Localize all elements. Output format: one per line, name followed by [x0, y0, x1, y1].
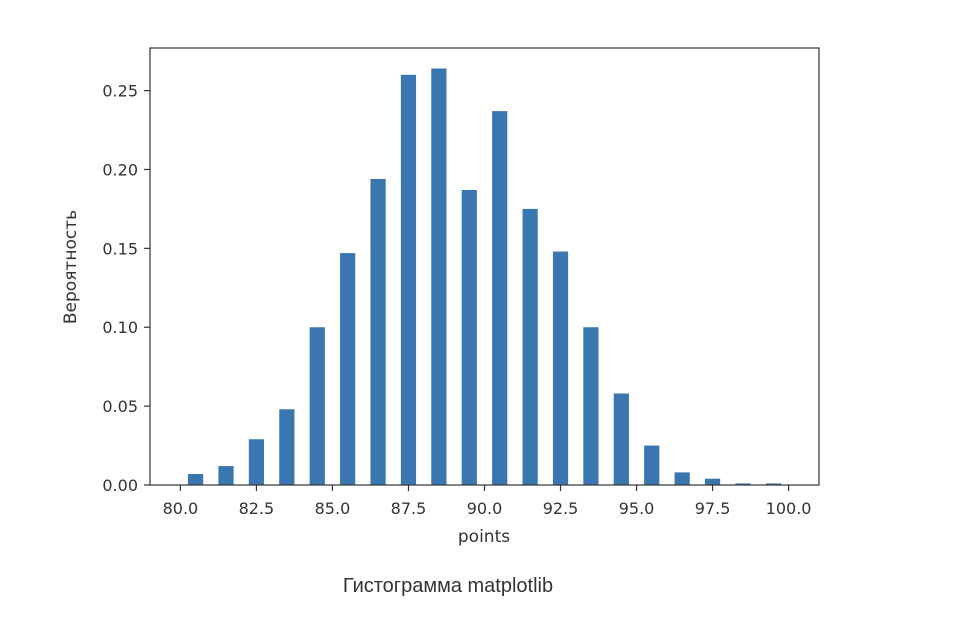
bars-group: [188, 68, 781, 486]
x-axis-ticks: 80.0 82.5 85.0 87.5 90.0 92.5 95.0 97.5 100.0: [163, 485, 812, 518]
y-tick-label: 0.05: [102, 397, 138, 416]
histogram-bar: [188, 473, 204, 485]
histogram-bar: [552, 251, 569, 485]
y-tick-label: 0.00: [102, 476, 138, 495]
x-tick-label: 97.5: [695, 499, 731, 518]
histogram-bar: [461, 189, 477, 486]
histogram-bar: [279, 409, 295, 485]
histogram-bar: [522, 208, 538, 486]
plot-frame: [149, 47, 820, 486]
x-tick-label: 80.0: [163, 499, 199, 518]
histogram-bar: [218, 466, 234, 485]
histogram-bar: [765, 483, 781, 485]
histogram-bar: [613, 393, 629, 485]
histogram-bar: [431, 68, 447, 485]
x-tick-label: 90.0: [467, 499, 503, 518]
y-tick-label: 0.15: [102, 239, 138, 258]
x-axis-label: points: [458, 527, 510, 547]
y-axis-label: Вероятность: [61, 210, 81, 324]
x-tick-label: 82.5: [239, 499, 275, 518]
x-tick-label: 87.5: [391, 499, 427, 518]
histogram-bar: [735, 483, 751, 485]
x-tick-label: 92.5: [543, 499, 579, 518]
x-tick-label: 100.0: [766, 499, 812, 518]
histogram-bar: [644, 445, 660, 485]
x-tick-label: 85.0: [315, 499, 351, 518]
x-tick-label: 95.0: [619, 499, 655, 518]
histogram-bar: [309, 327, 325, 485]
histogram-bar: [674, 472, 690, 485]
histogram-bar: [400, 74, 417, 485]
y-tick-label: 0.20: [102, 160, 138, 179]
histogram-bar: [248, 439, 265, 485]
y-axis-ticks: 0.00 0.05 0.10 0.15 0.20 0.25: [102, 82, 150, 495]
histogram-bar: [340, 253, 356, 485]
y-tick-label: 0.10: [102, 318, 138, 337]
figure-caption: Гистограмма matplotlib: [342, 575, 554, 597]
histogram-bar: [492, 111, 508, 485]
histogram-bar: [370, 178, 386, 485]
y-tick-label: 0.25: [102, 82, 138, 101]
histogram-bar: [704, 478, 721, 485]
histogram-bar: [583, 327, 599, 485]
